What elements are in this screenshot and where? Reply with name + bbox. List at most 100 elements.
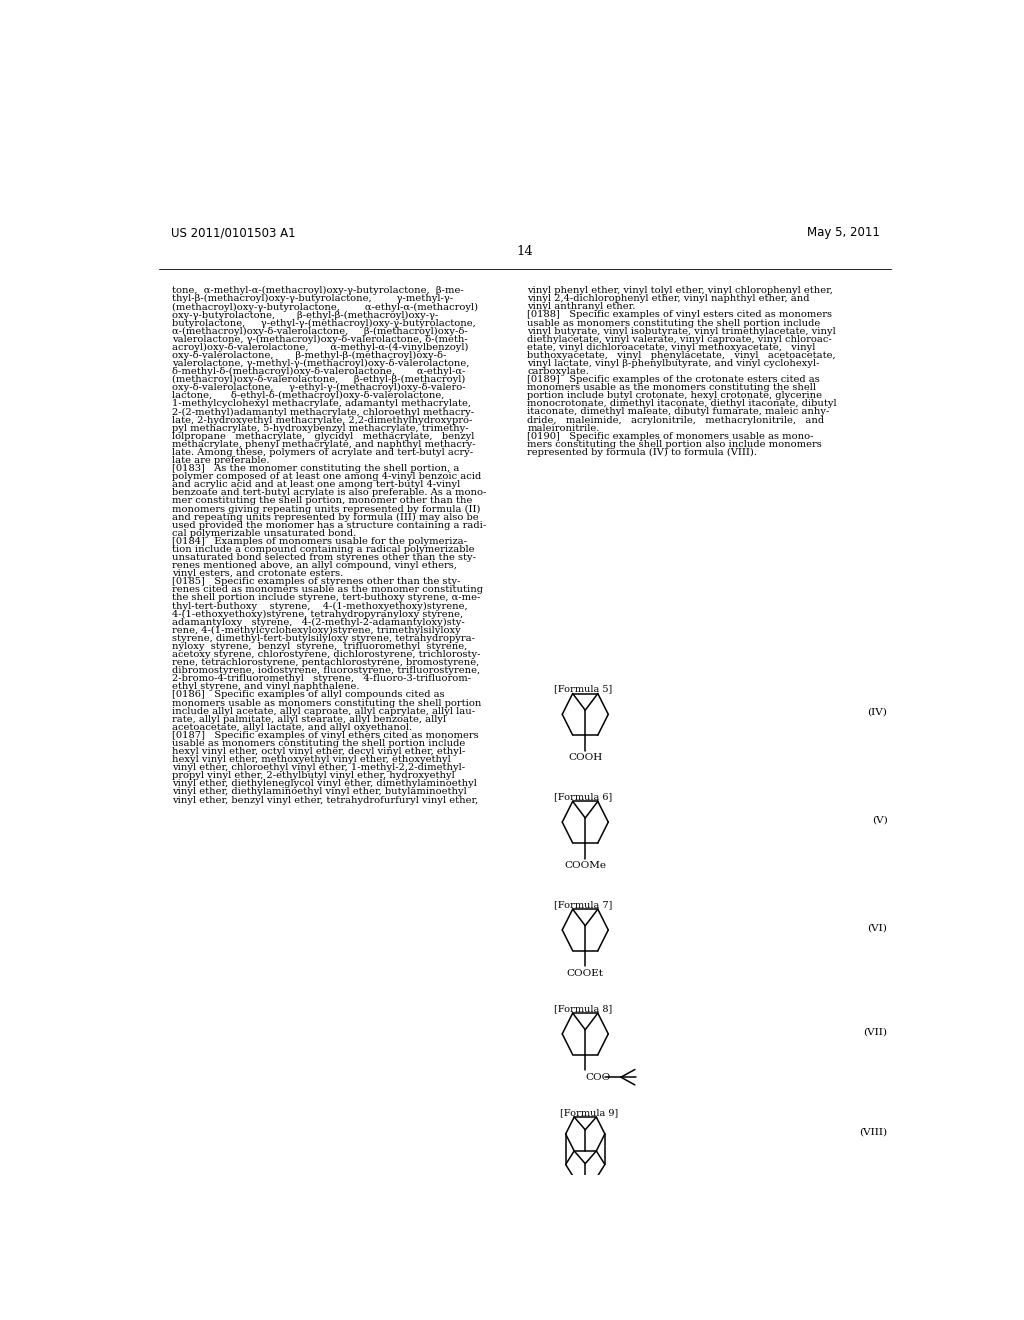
Text: US 2011/0101503 A1: US 2011/0101503 A1 bbox=[171, 226, 295, 239]
Text: thyl-β-(methacroyl)oxy-γ-butyrolactone,        γ-methyl-γ-: thyl-β-(methacroyl)oxy-γ-butyrolactone, … bbox=[172, 294, 454, 304]
Text: monocrotonate, dimethyl itaconate, diethyl itaconate, dibutyl: monocrotonate, dimethyl itaconate, dieth… bbox=[527, 400, 837, 408]
Text: (V): (V) bbox=[871, 816, 888, 825]
Text: monomers usable as the monomers constituting the shell: monomers usable as the monomers constitu… bbox=[527, 383, 816, 392]
Text: vinyl phenyl ether, vinyl tolyl ether, vinyl chlorophenyl ether,: vinyl phenyl ether, vinyl tolyl ether, v… bbox=[527, 286, 833, 296]
Text: (VI): (VI) bbox=[867, 924, 888, 932]
Text: used provided the monomer has a structure containing a radi-: used provided the monomer has a structur… bbox=[172, 520, 486, 529]
Text: acetoacetate, allyl lactate, and allyl oxyethanol.: acetoacetate, allyl lactate, and allyl o… bbox=[172, 723, 413, 731]
Text: tion include a compound containing a radical polymerizable: tion include a compound containing a rad… bbox=[172, 545, 475, 554]
Text: lactone,      δ-ethyl-δ-(methacroyl)oxy-δ-valerolactone,: lactone, δ-ethyl-δ-(methacroyl)oxy-δ-val… bbox=[172, 391, 444, 400]
Text: late. Among these, polymers of acrylate and tert-butyl acry-: late. Among these, polymers of acrylate … bbox=[172, 447, 473, 457]
Text: COOH: COOH bbox=[568, 1193, 602, 1203]
Text: hexyl vinyl ether, methoxyethyl vinyl ether, ethoxyethyl: hexyl vinyl ether, methoxyethyl vinyl et… bbox=[172, 755, 451, 764]
Text: carboxylate.: carboxylate. bbox=[527, 367, 589, 376]
Text: hexyl vinyl ether, octyl vinyl ether, decyl vinyl ether, ethyl-: hexyl vinyl ether, octyl vinyl ether, de… bbox=[172, 747, 466, 756]
Text: mers constituting the shell portion also include monomers: mers constituting the shell portion also… bbox=[527, 440, 822, 449]
Text: adamantyloxy   styrene,   4-(2-methyl-2-adamantyloxy)sty-: adamantyloxy styrene, 4-(2-methyl-2-adam… bbox=[172, 618, 465, 627]
Text: usable as monomers constituting the shell portion include: usable as monomers constituting the shel… bbox=[527, 318, 820, 327]
Text: [0184]   Examples of monomers usable for the polymeriza-: [0184] Examples of monomers usable for t… bbox=[172, 537, 467, 546]
Text: the shell portion include styrene, tert-buthoxy styrene, α-me-: the shell portion include styrene, tert-… bbox=[172, 594, 480, 602]
Text: COO: COO bbox=[586, 1073, 610, 1081]
Text: maleironitrile.: maleironitrile. bbox=[527, 424, 599, 433]
Text: [0189]   Specific examples of the crotonate esters cited as: [0189] Specific examples of the crotonat… bbox=[527, 375, 820, 384]
Text: include allyl acetate, allyl caproate, allyl caprylate, allyl lau-: include allyl acetate, allyl caproate, a… bbox=[172, 706, 475, 715]
Text: late, 2-hydroxyethyl methacrylate, 2,2-dimethylhydroxypro-: late, 2-hydroxyethyl methacrylate, 2,2-d… bbox=[172, 416, 472, 425]
Text: cal polymerizable unsaturated bond.: cal polymerizable unsaturated bond. bbox=[172, 529, 356, 537]
Text: 2-bromo-4-trifluoromethyl   styrene,   4-fluoro-3-trifluorom-: 2-bromo-4-trifluoromethyl styrene, 4-flu… bbox=[172, 675, 471, 684]
Text: vinyl 2,4-dichlorophenyl ether, vinyl naphthyl ether, and: vinyl 2,4-dichlorophenyl ether, vinyl na… bbox=[527, 294, 810, 304]
Text: styrene, dimethyl-tert-butylsilyloxy styrene, tetrahydropyra-: styrene, dimethyl-tert-butylsilyloxy sty… bbox=[172, 634, 475, 643]
Text: monomers usable as monomers constituting the shell portion: monomers usable as monomers constituting… bbox=[172, 698, 481, 708]
Text: (IV): (IV) bbox=[867, 708, 888, 717]
Text: 2-(2-methyl)adamantyl methacrylate, chloroethyl methacry-: 2-(2-methyl)adamantyl methacrylate, chlo… bbox=[172, 408, 474, 417]
Text: renes cited as monomers usable as the monomer constituting: renes cited as monomers usable as the mo… bbox=[172, 585, 483, 594]
Text: COOMe: COOMe bbox=[564, 861, 606, 870]
Text: itaconate, dimethyl maleate, dibutyl fumarate, maleic anhy-: itaconate, dimethyl maleate, dibutyl fum… bbox=[527, 408, 829, 417]
Text: [0186]   Specific examples of allyl compounds cited as: [0186] Specific examples of allyl compou… bbox=[172, 690, 444, 700]
Text: vinyl lactate, vinyl β-phenylbutyrate, and vinyl cyclohexyl-: vinyl lactate, vinyl β-phenylbutyrate, a… bbox=[527, 359, 819, 368]
Text: diethylacetate, vinyl valerate, vinyl caproate, vinyl chloroac-: diethylacetate, vinyl valerate, vinyl ca… bbox=[527, 335, 831, 343]
Text: acroyl)oxy-δ-valerolactone,       α-methyl-α-(4-vinylbenzoyl): acroyl)oxy-δ-valerolactone, α-methyl-α-(… bbox=[172, 343, 469, 352]
Text: and repeating units represented by formula (III) may also be: and repeating units represented by formu… bbox=[172, 512, 479, 521]
Text: methacrylate, phenyl methacrylate, and naphthyl methacry-: methacrylate, phenyl methacrylate, and n… bbox=[172, 440, 476, 449]
Text: oxy-γ-butyrolactone,       β-ethyl-β-(methacroyl)oxy-γ-: oxy-γ-butyrolactone, β-ethyl-β-(methacro… bbox=[172, 310, 438, 319]
Text: portion include butyl crotonate, hexyl crotonate, glycerine: portion include butyl crotonate, hexyl c… bbox=[527, 391, 822, 400]
Text: vinyl butyrate, vinyl isobutyrate, vinyl trimethylacetate, vinyl: vinyl butyrate, vinyl isobutyrate, vinyl… bbox=[527, 326, 836, 335]
Text: late are preferable.: late are preferable. bbox=[172, 455, 269, 465]
Text: nyloxy  styrene,  benzyl  styrene,  trifluoromethyl  styrene,: nyloxy styrene, benzyl styrene, trifluor… bbox=[172, 642, 467, 651]
Text: [Formula 5]: [Formula 5] bbox=[554, 684, 612, 693]
Text: valerolactone, γ-methyl-γ-(methacroyl)oxy-δ-valerolactone,: valerolactone, γ-methyl-γ-(methacroyl)ox… bbox=[172, 359, 470, 368]
Text: (VII): (VII) bbox=[863, 1027, 888, 1036]
Text: rene, 4-(1-methylcyclohexyloxy)styrene, trimethylsilyloxy: rene, 4-(1-methylcyclohexyloxy)styrene, … bbox=[172, 626, 461, 635]
Text: vinyl ether, benzyl vinyl ether, tetrahydrofurfuryl vinyl ether,: vinyl ether, benzyl vinyl ether, tetrahy… bbox=[172, 796, 478, 805]
Text: unsaturated bond selected from styrenes other than the sty-: unsaturated bond selected from styrenes … bbox=[172, 553, 476, 562]
Text: COOH: COOH bbox=[568, 752, 602, 762]
Text: [0183]   As the monomer constituting the shell portion, a: [0183] As the monomer constituting the s… bbox=[172, 465, 460, 473]
Text: COOEt: COOEt bbox=[566, 969, 604, 978]
Text: δ-methyl-δ-(methacroyl)oxy-δ-valerolactone,       α-ethyl-α-: δ-methyl-δ-(methacroyl)oxy-δ-valerolacto… bbox=[172, 367, 466, 376]
Text: dibromostyrene, iodostyrene, fluorostyrene, trifluorostyrene,: dibromostyrene, iodostyrene, fluorostyre… bbox=[172, 667, 480, 676]
Text: vinyl esters, and crotonate esters.: vinyl esters, and crotonate esters. bbox=[172, 569, 343, 578]
Text: represented by formula (IV) to formula (VIII).: represented by formula (IV) to formula (… bbox=[527, 447, 757, 457]
Text: dride,   maleimide,   acrylonitrile,   methacrylonitrile,   and: dride, maleimide, acrylonitrile, methacr… bbox=[527, 416, 824, 425]
Text: vinyl anthranyl ether.: vinyl anthranyl ether. bbox=[527, 302, 636, 312]
Text: oxy-δ-valerolactone,       β-methyl-β-(methacroyl)oxy-δ-: oxy-δ-valerolactone, β-methyl-β-(methacr… bbox=[172, 351, 446, 360]
Text: and acrylic acid and at least one among tert-butyl 4-vinyl: and acrylic acid and at least one among … bbox=[172, 480, 461, 490]
Text: thyl-tert-buthoxy    styrene,    4-(1-methoxyethoxy)styrene,: thyl-tert-buthoxy styrene, 4-(1-methoxye… bbox=[172, 602, 468, 611]
Text: 1-methylcyclohexyl methacrylate, adamantyl methacrylate,: 1-methylcyclohexyl methacrylate, adamant… bbox=[172, 400, 471, 408]
Text: [Formula 9]: [Formula 9] bbox=[560, 1107, 617, 1117]
Text: vinyl ether, diethylaminoethyl vinyl ether, butylaminoethyl: vinyl ether, diethylaminoethyl vinyl eth… bbox=[172, 788, 467, 796]
Text: acetoxy styrene, chlorostyrene, dichlorostyrene, trichlorosty-: acetoxy styrene, chlorostyrene, dichloro… bbox=[172, 649, 480, 659]
Text: α-(methacroyl)oxy-δ-valerolactone,     β-(methacroyl)oxy-δ-: α-(methacroyl)oxy-δ-valerolactone, β-(me… bbox=[172, 326, 468, 335]
Text: renes mentioned above, an allyl compound, vinyl ethers,: renes mentioned above, an allyl compound… bbox=[172, 561, 457, 570]
Text: vinyl ether, chloroethyl vinyl ether, 1-methyl-2,2-dimethyl-: vinyl ether, chloroethyl vinyl ether, 1-… bbox=[172, 763, 465, 772]
Text: vinyl ether, diethyleneglycol vinyl ether, dimethylaminoethyl: vinyl ether, diethyleneglycol vinyl ethe… bbox=[172, 779, 477, 788]
Text: 14: 14 bbox=[516, 244, 534, 257]
Text: [0187]   Specific examples of vinyl ethers cited as monomers: [0187] Specific examples of vinyl ethers… bbox=[172, 731, 479, 741]
Text: butyrolactone,     γ-ethyl-γ-(methacroyl)oxy-γ-butyrolactone,: butyrolactone, γ-ethyl-γ-(methacroyl)oxy… bbox=[172, 318, 476, 327]
Text: lolpropane   methacrylate,   glycidyl   methacrylate,   benzyl: lolpropane methacrylate, glycidyl methac… bbox=[172, 432, 474, 441]
Text: [Formula 6]: [Formula 6] bbox=[554, 792, 612, 801]
Text: [0190]   Specific examples of monomers usable as mono-: [0190] Specific examples of monomers usa… bbox=[527, 432, 814, 441]
Text: tone,  α-methyl-α-(methacroyl)oxy-γ-butyrolactone,  β-me-: tone, α-methyl-α-(methacroyl)oxy-γ-butyr… bbox=[172, 286, 464, 296]
Text: ethyl styrene, and vinyl naphthalene.: ethyl styrene, and vinyl naphthalene. bbox=[172, 682, 359, 692]
Text: [0188]   Specific examples of vinyl esters cited as monomers: [0188] Specific examples of vinyl esters… bbox=[527, 310, 833, 319]
Text: pyl methacrylate, 5-hydroxybenzyl methacrylate, trimethy-: pyl methacrylate, 5-hydroxybenzyl methac… bbox=[172, 424, 469, 433]
Text: usable as monomers constituting the shell portion include: usable as monomers constituting the shel… bbox=[172, 739, 466, 748]
Text: mer constituting the shell portion, monomer other than the: mer constituting the shell portion, mono… bbox=[172, 496, 472, 506]
Text: (VIII): (VIII) bbox=[859, 1127, 888, 1137]
Text: [0185]   Specific examples of styrenes other than the sty-: [0185] Specific examples of styrenes oth… bbox=[172, 577, 461, 586]
Text: buthoxyacetate,   vinyl   phenylacetate,   vinyl   acetoacetate,: buthoxyacetate, vinyl phenylacetate, vin… bbox=[527, 351, 836, 360]
Text: rene, tetrachlorostyrene, pentachlorostyrene, bromostyrene,: rene, tetrachlorostyrene, pentachlorosty… bbox=[172, 659, 479, 667]
Text: etate, vinyl dichloroacetate, vinyl methoxyacetate,   vinyl: etate, vinyl dichloroacetate, vinyl meth… bbox=[527, 343, 815, 352]
Text: oxy-δ-valerolactone,     γ-ethyl-γ-(methacroyl)oxy-δ-valero-: oxy-δ-valerolactone, γ-ethyl-γ-(methacro… bbox=[172, 383, 466, 392]
Text: (methacroyl)oxy-γ-butyrolactone,        α-ethyl-α-(methacroyl): (methacroyl)oxy-γ-butyrolactone, α-ethyl… bbox=[172, 302, 478, 312]
Text: polymer composed of at least one among 4-vinyl benzoic acid: polymer composed of at least one among 4… bbox=[172, 473, 481, 482]
Text: (methacroyl)oxy-δ-valerolactone,     β-ethyl-β-(methacroyl): (methacroyl)oxy-δ-valerolactone, β-ethyl… bbox=[172, 375, 466, 384]
Text: [Formula 8]: [Formula 8] bbox=[554, 1003, 612, 1012]
Text: valerolactone, γ-(methacroyl)oxy-δ-valerolactone, δ-(meth-: valerolactone, γ-(methacroyl)oxy-δ-valer… bbox=[172, 335, 468, 343]
Text: May 5, 2011: May 5, 2011 bbox=[807, 226, 880, 239]
Text: 4-(1-ethoxyethoxy)styrene, tetrahydropyranyloxy styrene,: 4-(1-ethoxyethoxy)styrene, tetrahydropyr… bbox=[172, 610, 463, 619]
Text: monomers giving repeating units represented by formula (II): monomers giving repeating units represen… bbox=[172, 504, 480, 513]
Text: [Formula 7]: [Formula 7] bbox=[554, 900, 612, 909]
